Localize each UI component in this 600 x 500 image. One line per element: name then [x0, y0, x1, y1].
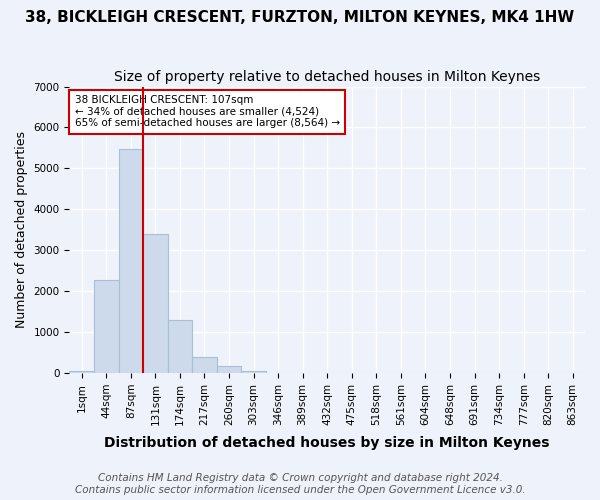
Text: 38 BICKLEIGH CRESCENT: 107sqm
← 34% of detached houses are smaller (4,524)
65% o: 38 BICKLEIGH CRESCENT: 107sqm ← 34% of d…: [74, 95, 340, 128]
Bar: [94, 280, 119, 373]
Bar: [167, 320, 192, 373]
Bar: [217, 366, 241, 373]
Bar: [143, 234, 167, 373]
Y-axis label: Number of detached properties: Number of detached properties: [15, 132, 28, 328]
X-axis label: Distribution of detached houses by size in Milton Keynes: Distribution of detached houses by size …: [104, 436, 550, 450]
Bar: [241, 370, 266, 373]
Bar: [119, 149, 143, 373]
Bar: [192, 357, 217, 373]
Bar: [70, 371, 94, 373]
Text: 38, BICKLEIGH CRESCENT, FURZTON, MILTON KEYNES, MK4 1HW: 38, BICKLEIGH CRESCENT, FURZTON, MILTON …: [25, 10, 575, 25]
Text: Contains HM Land Registry data © Crown copyright and database right 2024.
Contai: Contains HM Land Registry data © Crown c…: [74, 474, 526, 495]
Title: Size of property relative to detached houses in Milton Keynes: Size of property relative to detached ho…: [114, 70, 541, 84]
